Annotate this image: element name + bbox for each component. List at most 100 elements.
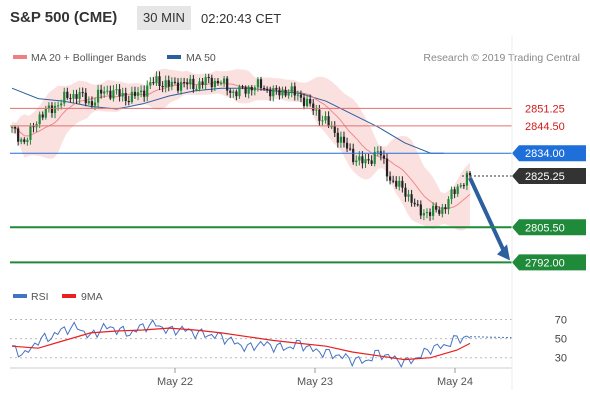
candle-body [183,82,186,84]
candle-body [441,207,444,214]
candle-body [60,103,63,106]
candle-body [419,204,422,216]
rsi-9ma-line [11,327,471,361]
forecast-arrow-head [497,244,510,261]
candle-body [69,97,72,99]
candle-body [204,77,207,85]
candle-body [364,159,367,164]
candle-body [103,91,106,94]
candle-body [259,79,263,88]
candle-body [330,126,333,128]
candle-body [336,132,339,143]
candle-body [17,128,20,142]
candle-body [407,194,410,197]
candle-body [349,148,352,150]
level-label-2792.00: 2792.00 [525,257,565,269]
candle-body [149,82,152,86]
candle-body [250,86,253,91]
candle-body [272,88,275,97]
timestamp: 02:20:43 CET [201,11,282,26]
candle-body [164,80,167,88]
x-axis: May 22 May 23 May 24 [10,36,513,390]
forecast-arrow-shaft [468,177,506,253]
level-label-2805.50: 2805.50 [525,222,565,234]
level-label-2844.50: 2844.50 [525,121,565,133]
candle-body [327,116,330,127]
candle-body [404,187,407,197]
legend-swatch-ma20-bb [13,55,27,59]
legend-swatch-rsi [13,294,27,298]
candle-body [84,92,87,104]
candle-body [315,109,318,111]
level-label-2851.25: 2851.25 [525,103,565,115]
candle-body [167,80,170,87]
candle-body [453,189,456,194]
candle-body [93,102,97,106]
candle-body [10,126,14,128]
candle-body [118,89,121,97]
candle-body [210,77,213,88]
candle-body [244,87,247,94]
candle-body [140,90,143,93]
legend-label-ma20-bb: MA 20 + Bollinger Bands [31,52,146,64]
candle-body [275,88,278,90]
candle-body [299,94,303,98]
rsi-tick-50: 50 [555,334,567,346]
candle-body [401,180,404,188]
price-plot-area [10,68,510,261]
candle-body [333,126,336,133]
candle-body [127,100,130,103]
timeframe-badge[interactable]: 30 MIN [137,6,191,30]
level-tag-2834.00 [512,145,586,162]
candle-body [109,90,112,99]
candle-body [23,139,26,142]
candle-body [29,125,32,140]
candle-body [382,155,386,159]
candle-body [213,80,216,88]
legend-label-ma50: MA 50 [186,52,216,64]
candle-body [219,83,223,85]
candle-body [155,76,158,84]
legend-swatch-9ma [62,294,76,298]
candle-body [290,86,293,93]
candle-body [468,172,472,176]
candle-body [222,78,226,84]
symbol-title: S&P 500 (CME) [10,9,118,26]
candle-body [435,205,438,210]
candle-body [447,199,450,210]
legend-label-rsi: RSI [31,291,49,303]
candle-body [462,185,465,187]
candle-body [358,156,361,161]
candle-body [253,87,256,91]
candle-body [376,151,379,153]
candle-body [395,180,398,187]
candle-body [321,120,324,122]
rsi-tick-70: 70 [555,315,567,327]
candle-body [266,88,269,90]
candle-body [465,172,469,186]
rsi-tick-30: 30 [555,353,567,365]
candle-body [309,98,312,104]
level-tag-2792.00 [512,254,586,271]
candle-body [413,202,416,205]
candle-body [50,105,54,114]
candle-body [53,105,57,114]
candle-body [256,79,260,88]
candle-body [216,80,220,84]
candle-body [238,86,241,97]
candle-body [355,160,358,163]
candle-body [106,90,109,92]
candle-body [345,142,349,149]
candle-body [13,126,17,129]
candle-body [425,212,429,214]
candle-body [398,180,401,187]
legend: MA 20 + Bollinger Bands MA 50 Research ©… [13,52,580,64]
candle-body [302,97,306,107]
candle-body [186,82,189,85]
candle-body [456,186,459,194]
candle-body [296,94,299,96]
candle-body [198,81,201,89]
candle-body [388,176,392,181]
candle-body [305,98,309,107]
